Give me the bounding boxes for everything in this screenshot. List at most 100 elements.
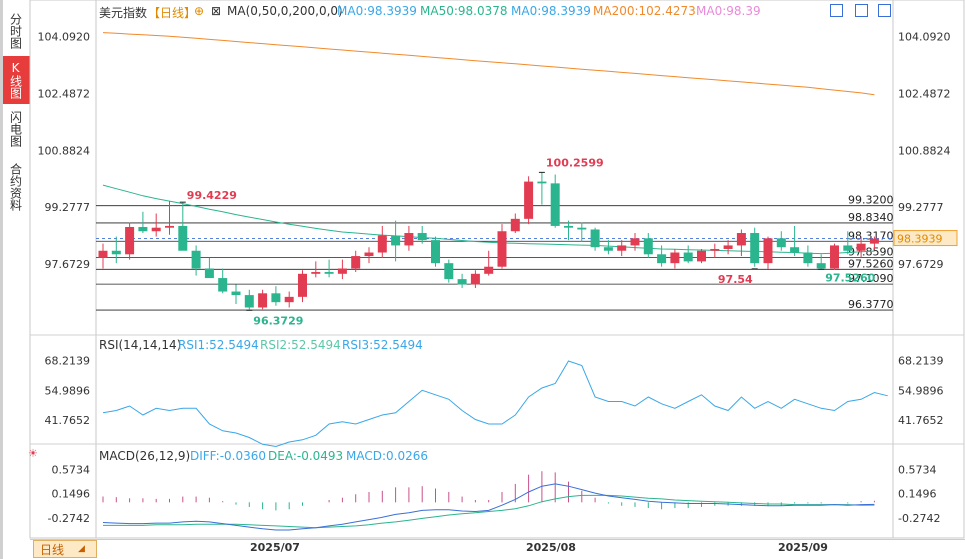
- candle-body: [776, 238, 786, 248]
- macd-diff-value: DIFF:-0.0360: [190, 449, 267, 463]
- tab-flash-chart[interactable]: 闪电图: [8, 111, 23, 147]
- restore-icon[interactable]: [855, 4, 868, 17]
- candle-body: [603, 247, 613, 251]
- y-tick-right: 99.2777: [898, 201, 944, 214]
- ma-value-2: MA50:98.0378: [420, 4, 508, 18]
- rsi-tick-left: 41.7652: [45, 414, 91, 427]
- candle-body: [710, 248, 720, 251]
- ma-value-3: MA0:98.3939: [511, 4, 591, 18]
- candle-body: [617, 245, 627, 251]
- indicator-settings-icon[interactable]: ☀: [28, 447, 38, 460]
- rsi-tick-right: 68.2139: [898, 355, 944, 368]
- rsi1-value: RSI1:52.5494: [178, 338, 259, 352]
- tab-contract-info[interactable]: 合约资料: [8, 163, 23, 211]
- macd-dea-line: [103, 494, 875, 529]
- candle-body: [111, 250, 121, 255]
- y-tick-left: 97.6729: [45, 258, 91, 271]
- candle-body: [564, 225, 573, 228]
- candle-body: [391, 235, 401, 246]
- candle-body: [311, 272, 321, 274]
- candle-body: [298, 273, 307, 297]
- current-price-tag: [893, 230, 958, 247]
- candle-body: [830, 245, 839, 269]
- ma-params: MA(0,50,0,200,0,0): [227, 4, 343, 18]
- y-tick-right: 97.6729: [898, 258, 944, 271]
- rsi-panel: 68.2139 68.2139 54.9896 54.9896 41.7652 41.76…: [45, 355, 944, 448]
- level-label: 97.1090: [848, 272, 894, 285]
- ma-value-4: MA200:102.4273: [593, 4, 696, 18]
- candle-body: [816, 263, 826, 269]
- candle-body: [497, 231, 507, 267]
- date-label-jul: 2025/07: [250, 541, 300, 554]
- ma-value-5: MA0:98.39: [696, 4, 761, 18]
- expand-icon[interactable]: [878, 4, 891, 17]
- candle-body: [191, 250, 201, 269]
- candle-body: [484, 266, 494, 274]
- candle-body: [869, 238, 879, 244]
- candle-body: [284, 296, 294, 303]
- candle-body: [258, 293, 268, 308]
- y-tick-left: 100.8824: [38, 144, 91, 157]
- candle-body: [856, 243, 866, 251]
- macd-tick-right: -0.2742: [898, 512, 940, 525]
- candle-body: [178, 225, 188, 251]
- date-label-sep: 2025/09: [778, 541, 828, 554]
- rsi-tick-right: 54.9896: [898, 384, 944, 397]
- level-label: 98.8340: [848, 211, 894, 224]
- outer-border: [29, 0, 965, 539]
- macd-tick-left: 0.5734: [52, 463, 91, 476]
- candle-body: [271, 293, 281, 303]
- extreme-label: 97.54: [718, 273, 753, 286]
- ma200-line: [102, 32, 875, 96]
- rsi-tick-left: 54.9896: [45, 384, 91, 397]
- tab-time-chart[interactable]: 分时图: [8, 13, 23, 49]
- candle-body: [470, 273, 480, 285]
- rsi3-value: RSI3:52.5494: [342, 338, 423, 352]
- period-selector[interactable]: 日线 ◢: [33, 540, 97, 558]
- candle-body: [431, 240, 440, 264]
- ma-indicator-icon[interactable]: ⊠: [211, 4, 222, 18]
- date-label-aug: 2025/08: [526, 541, 576, 554]
- dropdown-arrow-icon: ◢: [78, 544, 85, 554]
- rsi-tick-left: 68.2139: [45, 355, 91, 368]
- candle-body: [697, 250, 706, 262]
- settings-icon[interactable]: ⊕: [194, 4, 205, 18]
- candle-body: [550, 183, 560, 226]
- macd-tick-right: 0.5734: [898, 463, 937, 476]
- kline-panel: 104.0920 104.0920 102.4872 102.4872 100.8824…: [38, 30, 958, 327]
- candle-body: [125, 226, 135, 255]
- candle-body: [524, 181, 534, 219]
- candle-body: [643, 238, 653, 255]
- candle-body: [790, 247, 800, 253]
- macd-diff-line: [102, 483, 875, 531]
- period-label: 日线: [40, 542, 65, 557]
- candle-body: [457, 279, 467, 285]
- candle-body: [630, 238, 640, 246]
- candle-body: [138, 226, 148, 232]
- candle-body: [151, 227, 161, 232]
- candle-body: [843, 245, 853, 251]
- level-label: 99.3200: [848, 194, 894, 207]
- y-tick-left: 104.0920: [38, 30, 91, 43]
- macd-hist-value: MACD:0.0266: [346, 449, 429, 463]
- rsi-line: [102, 360, 888, 448]
- y-tick-right: 104.0920: [898, 30, 951, 43]
- candle-body: [377, 235, 387, 253]
- fullscreen-icon[interactable]: [830, 4, 843, 17]
- macd-title: MACD(26,12,9): [99, 449, 191, 463]
- rsi-tick-right: 41.7652: [898, 414, 944, 427]
- candle-body: [337, 268, 347, 274]
- current-price-text: 98.3939: [897, 233, 943, 246]
- rsi2-value: RSI2:52.5494: [260, 338, 341, 352]
- candle-body: [670, 252, 680, 264]
- macd-tick-right: 0.1496: [898, 488, 937, 501]
- symbol-name: 美元指数: [99, 6, 148, 20]
- ma-value-1: MA0:98.3939: [337, 4, 417, 18]
- macd-dea-value: DEA:-0.0493: [268, 449, 344, 463]
- candle-body: [590, 229, 600, 248]
- tab-kline-chart[interactable]: K线图: [0, 56, 30, 104]
- y-tick-left: 99.2777: [45, 201, 91, 214]
